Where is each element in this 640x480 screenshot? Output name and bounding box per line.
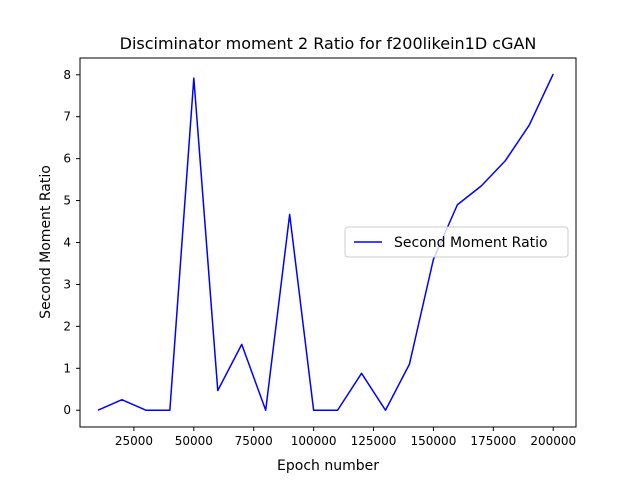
legend: Second Moment Ratio bbox=[344, 226, 569, 258]
x-axis-ticks: 25000 50000 75000 100000 125000 150000 175000 2… bbox=[115, 427, 576, 448]
y-tick-label: 2 bbox=[63, 319, 71, 333]
x-tick-label: 200000 bbox=[530, 434, 576, 448]
y-tick-label: 8 bbox=[63, 68, 71, 82]
x-axis-label: Epoch number bbox=[277, 458, 379, 474]
y-tick-label: 1 bbox=[63, 361, 71, 375]
x-tick-label: 25000 bbox=[115, 434, 153, 448]
y-tick-label: 4 bbox=[63, 236, 71, 250]
y-tick-label: 3 bbox=[63, 277, 71, 291]
series-line bbox=[97, 73, 554, 411]
y-axis-ticks: 0 1 2 3 4 5 6 7 8 bbox=[63, 68, 80, 417]
y-tick-label: 7 bbox=[63, 110, 71, 124]
x-tick-label: 100000 bbox=[291, 434, 337, 448]
y-tick-label: 5 bbox=[63, 194, 71, 208]
chart-title: Disciminator moment 2 Ratio for f200like… bbox=[120, 34, 537, 53]
y-tick-label: 6 bbox=[63, 152, 71, 166]
legend-label: Second Moment Ratio bbox=[394, 235, 548, 251]
y-tick-label: 0 bbox=[63, 403, 71, 417]
x-tick-label: 150000 bbox=[411, 434, 457, 448]
x-tick-label: 50000 bbox=[175, 434, 213, 448]
x-tick-label: 75000 bbox=[235, 434, 273, 448]
x-tick-label: 175000 bbox=[470, 434, 516, 448]
x-tick-label: 125000 bbox=[351, 434, 397, 448]
legend-box bbox=[344, 226, 569, 258]
y-axis-label: Second Moment Ratio bbox=[38, 165, 54, 319]
